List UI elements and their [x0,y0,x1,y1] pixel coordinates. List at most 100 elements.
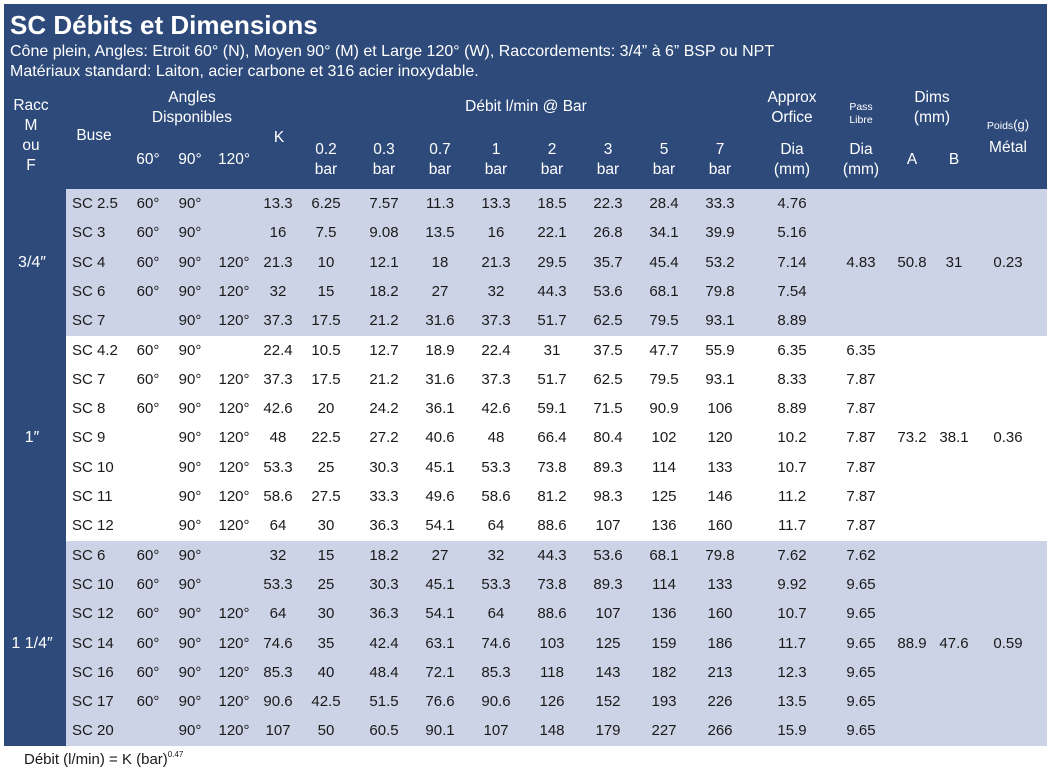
flow-cell: 74.6 [481,634,511,652]
angle-90-cell: 90° [178,253,202,271]
flow-cell: 21.3 [481,253,511,271]
k-cell: 74.6 [263,634,293,652]
buse-cell: SC 14 [72,634,114,652]
flow-cell: 50 [317,722,335,740]
flow-cell: 32 [487,282,505,300]
flow-cell: 42.4 [369,634,399,652]
pass-cell: 9.65 [846,722,876,740]
k-cell: 64 [269,605,287,623]
dim-a-cell: 50.8 [897,253,927,271]
orifice-cell: 8.89 [777,312,807,330]
angle-120-cell: 120° [218,458,250,476]
flow-cell: 72.1 [425,663,455,681]
flow-cell: 114 [652,575,676,593]
flow-cell: 13.3 [481,195,511,212]
buse-cell: SC 16 [72,663,114,681]
angle-90-cell: 90° [178,458,202,476]
flow-cell: 266 [707,722,733,740]
flow-cell: 193 [651,693,677,711]
angle-90-cell: 90° [178,722,202,740]
flow-cell: 85.3 [481,663,511,681]
dim-a-cell: 73.2 [897,429,927,447]
flow-cell: 148 [539,722,565,740]
buse-cell: SC 12 [72,517,114,535]
flow-cell: 213 [707,663,733,681]
flow-cell: 103 [539,634,565,652]
orifice-cell: 7.62 [777,546,807,564]
angle-90-cell: 90° [178,634,202,652]
angle-90-cell: 90° [178,224,202,242]
flow-cell: 146 [707,488,733,505]
header-angle-60: 60° [136,151,160,168]
flow-cell: 31.6 [425,370,455,388]
k-cell: 22.4 [263,341,293,359]
poids-cell: 0.23 [993,253,1023,271]
flow-cell: 10.5 [311,341,341,359]
header-debit: Débit l/min @ Bar [465,98,587,115]
flow-cell: 133 [707,458,733,476]
flow-cell: 79.8 [705,546,735,564]
flow-cell: 88.6 [537,605,567,623]
flow-cell: 33.3 [705,195,735,212]
k-cell: 32 [269,546,287,564]
flow-cell: 36.3 [369,517,399,535]
k-cell: 107 [265,722,291,740]
k-cell: 85.3 [263,663,293,681]
dim-b-cell: 31 [945,253,963,271]
angle-60-cell [128,306,168,335]
header-orifice-dia: Dia (mm) [773,141,811,178]
flow-cell: 93.1 [705,370,735,388]
pass-cell: 7.62 [846,546,876,564]
flow-cell: 22.4 [481,341,511,359]
flow-cell: 106 [707,400,733,418]
buse-cell: SC 10 [72,575,114,593]
flow-cell: 22.3 [593,195,623,212]
flow-cell: 15 [317,546,335,564]
pass-cell [834,218,888,247]
flow-cell: 79.5 [649,312,679,330]
buse-cell: SC 7 [72,370,106,388]
header-pressure-0: 0.2 bar [314,141,338,178]
k-cell: 48 [269,429,287,447]
k-cell: 13.3 [263,195,293,212]
buse-cell: SC 6 [72,282,106,300]
flow-cell: 21.2 [369,370,399,388]
angle-60-cell [128,511,168,540]
flow-cell: 59.1 [537,400,567,418]
angle-60-cell: 60° [136,546,160,564]
header-pressure-3: 1 bar [484,141,508,178]
flow-cell: 7.5 [315,224,337,242]
flow-cell: 89.3 [593,458,623,476]
flow-cell: 48.4 [369,663,399,681]
flow-cell: 160 [707,517,733,535]
flow-cell: 27.2 [369,429,399,447]
flow-cell: 62.5 [593,370,623,388]
header-pass: Pass Libre [849,101,873,126]
flow-cell: 143 [595,663,621,681]
flow-cell: 37.3 [481,370,511,388]
flow-cell: 13.5 [425,224,455,242]
flow-cell: 66.4 [537,429,567,447]
flow-cell: 51.5 [369,693,399,711]
flow-cell: 15 [317,282,335,300]
flow-cell: 25 [317,458,335,476]
pass-cell: 7.87 [846,517,876,535]
flow-cell: 68.1 [649,546,679,564]
angle-60-cell [128,423,168,452]
flow-cell: 34.1 [649,224,679,242]
header-dim-a: A [906,151,918,168]
flow-cell: 44.3 [537,546,567,564]
buse-cell: SC 11 [72,488,113,505]
flow-cell: 89.3 [593,575,623,593]
angle-60-cell: 60° [136,663,160,681]
angle-60-cell [128,716,168,745]
flow-cell: 126 [539,693,565,711]
flow-cell: 90.9 [649,400,679,418]
orifice-cell: 8.33 [777,370,807,388]
header-buse: Buse [76,127,112,144]
flow-cell: 35.7 [593,253,623,271]
pass-cell: 9.65 [846,693,876,711]
flow-cell: 27.5 [311,488,341,505]
flow-cell: 49.6 [425,488,455,505]
